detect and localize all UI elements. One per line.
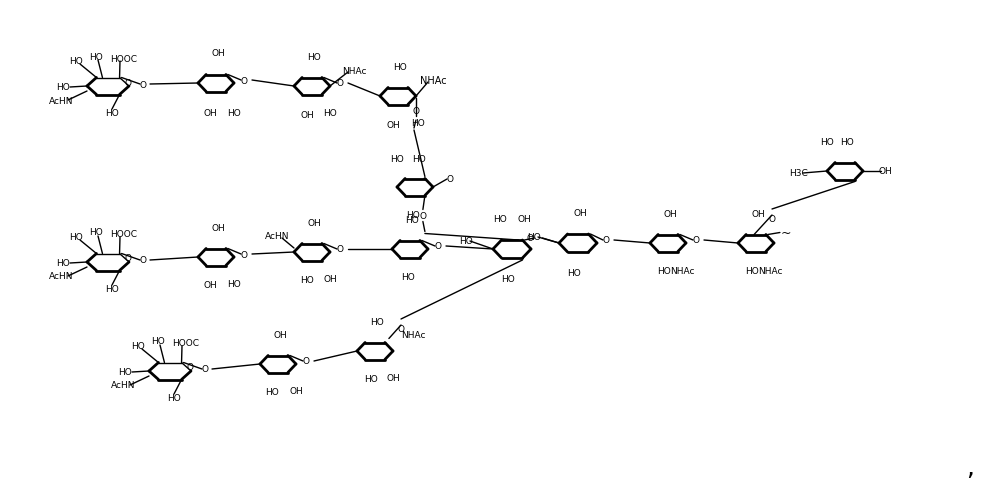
Text: O: O: [413, 106, 420, 115]
Text: HO: HO: [390, 155, 404, 164]
Text: OH: OH: [573, 209, 587, 218]
Text: HO: HO: [401, 273, 415, 282]
Text: O: O: [446, 175, 454, 184]
Text: ,: ,: [966, 455, 974, 479]
Text: O: O: [419, 212, 426, 221]
Text: HO: HO: [323, 109, 337, 118]
Text: HO: HO: [227, 280, 241, 289]
Text: HOOC: HOOC: [110, 54, 138, 63]
Text: O: O: [602, 236, 610, 245]
Text: O: O: [124, 254, 132, 263]
Text: O: O: [186, 363, 194, 372]
Text: OH: OH: [751, 210, 765, 219]
Text: HO: HO: [227, 108, 241, 117]
Text: HO: HO: [370, 318, 384, 327]
Text: HOOC: HOOC: [110, 230, 138, 239]
Text: O: O: [240, 76, 248, 85]
Text: HO: HO: [265, 388, 279, 397]
Text: HO: HO: [300, 276, 314, 285]
Text: OH: OH: [203, 281, 217, 290]
Text: O: O: [398, 325, 404, 334]
Text: HO: HO: [501, 275, 515, 284]
Text: AcHN: AcHN: [49, 96, 73, 106]
Text: OH: OH: [211, 224, 225, 233]
Text: NHAc: NHAc: [420, 76, 446, 86]
Text: AcHN: AcHN: [265, 232, 289, 241]
Text: O: O: [434, 242, 442, 251]
Text: OH: OH: [386, 374, 400, 383]
Text: OH: OH: [323, 275, 337, 284]
Text: HO: HO: [459, 237, 473, 246]
Text: OH: OH: [203, 108, 217, 117]
Text: O: O: [202, 365, 208, 374]
Text: OH: OH: [386, 120, 400, 129]
Text: HO: HO: [840, 138, 854, 147]
Text: HO: HO: [567, 269, 581, 278]
Text: O: O: [240, 250, 248, 259]
Text: HO: HO: [393, 63, 407, 72]
Text: H3C: H3C: [790, 169, 808, 178]
Text: HOOC: HOOC: [173, 339, 200, 348]
Text: HO: HO: [89, 228, 103, 237]
Text: OH: OH: [300, 110, 314, 119]
Text: O: O: [302, 357, 310, 366]
Text: O: O: [140, 80, 146, 90]
Text: HO: HO: [167, 393, 181, 403]
Text: HO: HO: [69, 233, 83, 242]
Text: HO: HO: [69, 58, 83, 66]
Text: OH: OH: [273, 331, 287, 340]
Text: AcHN: AcHN: [49, 272, 73, 281]
Text: O: O: [768, 215, 776, 224]
Text: HO: HO: [105, 109, 119, 118]
Text: HO: HO: [118, 368, 132, 377]
Text: HO: HO: [151, 337, 165, 346]
Text: OH: OH: [307, 219, 321, 228]
Text: O: O: [124, 78, 132, 87]
Text: OH: OH: [517, 215, 531, 224]
Text: OH: OH: [663, 210, 677, 219]
Text: HO: HO: [307, 53, 321, 62]
Text: HO: HO: [131, 342, 145, 351]
Text: HO: HO: [89, 52, 103, 61]
Text: HO: HO: [820, 138, 834, 147]
Text: NHAc: NHAc: [342, 66, 366, 76]
Text: O: O: [336, 79, 344, 88]
Text: O: O: [692, 236, 700, 245]
Text: HO: HO: [493, 215, 507, 224]
Text: HO: HO: [411, 119, 425, 128]
Text: NHAc: NHAc: [758, 267, 782, 276]
Text: AcHN: AcHN: [111, 381, 135, 390]
Text: NHAc: NHAc: [401, 331, 425, 340]
Text: HO: HO: [56, 259, 70, 268]
Text: OH: OH: [289, 387, 303, 396]
Text: OH: OH: [211, 49, 225, 59]
Text: HO: HO: [406, 211, 420, 220]
Text: O: O: [336, 245, 344, 254]
Text: O: O: [527, 234, 534, 243]
Text: OH: OH: [878, 167, 892, 176]
Text: HO: HO: [412, 155, 426, 164]
Text: HO: HO: [56, 83, 70, 92]
Text: ~: ~: [781, 227, 791, 240]
Text: HO: HO: [364, 375, 378, 384]
Text: HO: HO: [527, 233, 541, 242]
Text: NHAc: NHAc: [670, 267, 694, 276]
Text: HO: HO: [405, 216, 419, 225]
Text: HO: HO: [105, 285, 119, 294]
Text: HO: HO: [657, 267, 671, 276]
Text: HO: HO: [745, 267, 759, 276]
Text: O: O: [140, 256, 146, 265]
